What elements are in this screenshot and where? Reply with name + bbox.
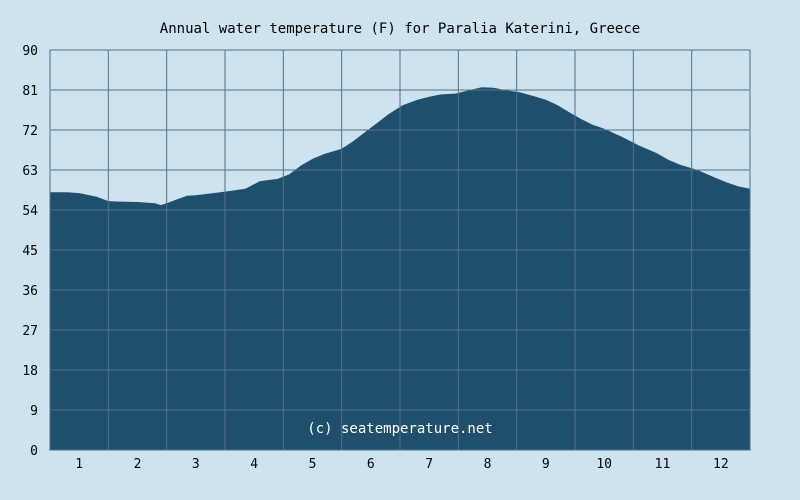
x-tick-label: 9 [542,457,550,472]
x-tick-label: 12 [713,457,729,472]
y-tick-label: 27 [22,324,38,339]
y-tick-label: 90 [22,44,38,59]
x-tick-label: 1 [75,457,83,472]
y-tick-label: 9 [30,404,38,419]
y-tick-label: 36 [22,284,38,299]
y-tick-label: 18 [22,364,38,379]
plot-border [49,49,751,451]
x-tick-label: 11 [655,457,671,472]
x-tick-label: 8 [484,457,492,472]
y-tick-label: 63 [22,164,38,179]
x-tick-label: 7 [425,457,433,472]
x-tick-label: 5 [309,457,317,472]
y-tick-label: 72 [22,124,38,139]
x-tick-label: 4 [250,457,258,472]
y-tick-label: 81 [22,84,38,99]
chart-title: Annual water temperature (F) for Paralia… [160,21,640,37]
x-tick-label: 3 [192,457,200,472]
x-tick-label: 6 [367,457,375,472]
y-tick-label: 0 [30,444,38,459]
x-tick-label: 10 [596,457,612,472]
x-tick-label: 2 [134,457,142,472]
y-tick-label: 54 [22,204,38,219]
watermark-text: (c) seatemperature.net [307,421,492,437]
y-tick-label: 45 [22,244,38,259]
